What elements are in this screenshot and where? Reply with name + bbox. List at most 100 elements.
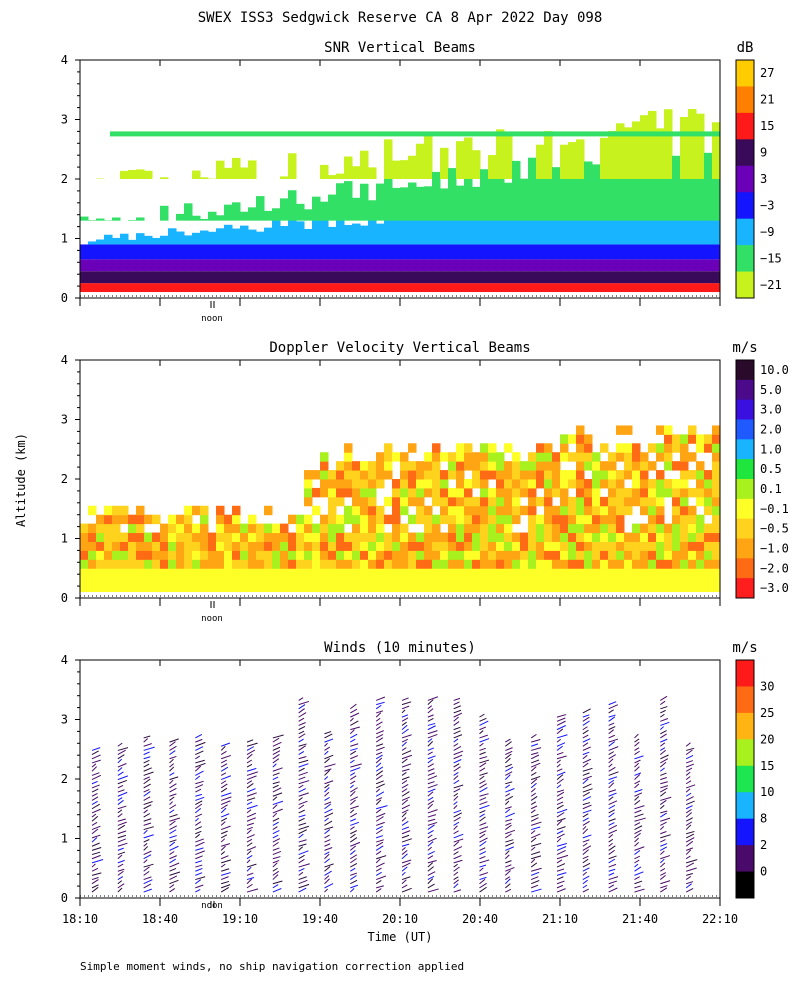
- doppler-cell: [424, 479, 433, 488]
- doppler-cell: [320, 541, 329, 550]
- snr-cell: [592, 271, 601, 283]
- wind-barb: [583, 759, 591, 763]
- wind-barb: [325, 751, 329, 754]
- wind-barb: [609, 790, 616, 792]
- wind-barb: [144, 802, 153, 805]
- wind-barb: [350, 764, 361, 767]
- wind-barb: [299, 701, 309, 704]
- doppler-cell: [656, 443, 665, 452]
- colorbar-swatch: [736, 400, 754, 420]
- doppler-cell: [456, 533, 465, 542]
- doppler-cell: [96, 515, 105, 524]
- wind-barb: [660, 731, 666, 734]
- wind-barb: [195, 822, 201, 826]
- doppler-cell: [648, 559, 657, 568]
- doppler-cell: [528, 488, 537, 497]
- snr-cell: [632, 121, 641, 179]
- wind-barb: [350, 800, 355, 805]
- x-tick-label: 20:40: [462, 912, 498, 926]
- wind-barb: [635, 781, 641, 784]
- snr-cell: [656, 259, 665, 271]
- doppler-cell: [656, 479, 665, 488]
- doppler-cell: [312, 533, 321, 542]
- colorbar-label: 10.0: [760, 363, 789, 377]
- colorbar-swatch: [736, 713, 754, 740]
- doppler-cell: [136, 568, 145, 592]
- doppler-cell: [512, 541, 521, 550]
- wind-barb: [583, 743, 588, 746]
- wind-barb: [299, 855, 305, 858]
- wind-barb: [273, 889, 281, 893]
- doppler-cell: [456, 443, 465, 452]
- wind-barb: [118, 839, 126, 842]
- doppler-cell: [584, 515, 593, 524]
- wind-barb: [350, 730, 354, 734]
- doppler-cell: [656, 541, 665, 550]
- snr-cell: [208, 259, 217, 271]
- snr-cell: [368, 271, 377, 283]
- doppler-cell: [656, 470, 665, 479]
- wind-barb: [402, 739, 408, 742]
- wind-barb: [299, 734, 306, 738]
- wind-barb: [454, 760, 462, 763]
- snr-cell: [544, 259, 553, 271]
- doppler-cell: [464, 452, 473, 461]
- snr-cell: [128, 244, 137, 259]
- wind-barb: [686, 876, 691, 879]
- doppler-cell: [544, 533, 553, 542]
- doppler-cell: [416, 506, 425, 515]
- colorbar-label: 15: [760, 119, 774, 133]
- doppler-cell: [632, 488, 641, 497]
- wind-barb: [660, 868, 665, 871]
- doppler-cell: [440, 497, 449, 506]
- doppler-cell: [136, 533, 145, 542]
- snr-cell: [616, 283, 625, 292]
- doppler-cell: [232, 559, 241, 568]
- doppler-cell: [168, 515, 177, 524]
- snr-cell: [584, 259, 593, 271]
- snr-cell: [696, 114, 705, 179]
- snr-cell: [648, 111, 657, 179]
- wind-barb: [273, 868, 278, 871]
- wind-barb: [480, 752, 486, 754]
- doppler-cell: [376, 479, 385, 488]
- wind-barb: [428, 867, 434, 872]
- wind-barb: [402, 764, 411, 767]
- doppler-cell: [272, 541, 281, 550]
- doppler-cell: [384, 568, 393, 592]
- wind-barb: [350, 813, 356, 817]
- wind-barb: [273, 768, 283, 771]
- wind-barb: [428, 776, 437, 780]
- snr-cell: [576, 139, 585, 179]
- wind-barb: [505, 772, 512, 776]
- wind-barb: [273, 747, 280, 750]
- wind-barb: [325, 818, 329, 821]
- wind-barb: [273, 735, 284, 738]
- wind-barb: [635, 881, 643, 884]
- doppler-cell: [584, 568, 593, 592]
- wind-barb: [170, 784, 177, 788]
- doppler-cell: [576, 443, 585, 452]
- doppler-cell: [80, 568, 89, 592]
- wind-barb: [635, 872, 644, 876]
- snr-cell: [640, 259, 649, 271]
- snr-cell: [608, 271, 617, 283]
- snr-cell: [136, 283, 145, 292]
- wind-barb: [350, 863, 357, 867]
- wind-barb: [402, 742, 407, 746]
- wind-barb: [92, 764, 96, 767]
- wind-barb: [583, 856, 589, 859]
- snr-cell: [296, 283, 305, 292]
- doppler-cell: [352, 506, 361, 515]
- doppler-cell: [440, 506, 449, 515]
- wind-barb: [144, 813, 150, 817]
- doppler-cell: [496, 497, 505, 506]
- doppler-cell: [528, 533, 537, 542]
- wind-barb: [609, 705, 618, 709]
- wind-barb: [686, 797, 693, 801]
- doppler-cell: [144, 515, 153, 524]
- snr-cell: [472, 150, 481, 179]
- snr-cell: [312, 244, 321, 259]
- doppler-cell: [448, 452, 457, 461]
- wind-barb: [480, 781, 486, 784]
